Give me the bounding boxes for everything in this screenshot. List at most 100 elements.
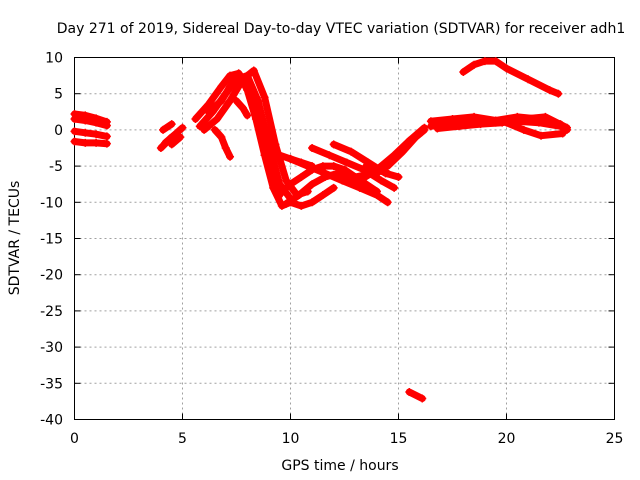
data-point-marker: [480, 57, 489, 66]
data-point-marker: [260, 93, 269, 102]
data-point-marker: [357, 175, 366, 184]
y-tick-label: 0: [54, 123, 63, 139]
data-point-marker: [308, 144, 317, 152]
data-point-marker: [81, 138, 90, 147]
data-point-marker: [273, 191, 282, 200]
data-point-marker: [342, 158, 351, 167]
series-line-s7: [159, 120, 176, 134]
data-point-marker: [254, 96, 263, 105]
data-point-marker: [405, 387, 414, 396]
data-point-marker: [372, 191, 381, 200]
series-line-s13: [211, 126, 234, 161]
x-tick-label: 25: [606, 431, 624, 447]
data-point-marker: [92, 130, 101, 139]
series-line-s8: [168, 133, 184, 148]
data-point-marker: [232, 96, 241, 105]
data-point-marker: [271, 140, 280, 149]
data-point-marker: [470, 112, 479, 121]
data-point-marker: [102, 139, 111, 148]
y-tick-label: -35: [40, 376, 63, 392]
data-point-marker: [167, 120, 176, 129]
data-point-marker: [519, 115, 528, 124]
data-point-marker: [321, 169, 330, 178]
y-tick-label: 5: [54, 87, 63, 103]
series-line-s30: [503, 119, 567, 140]
chart-title: Day 271 of 2019, Sidereal Day-to-day VTE…: [57, 21, 625, 37]
data-point-marker: [234, 69, 243, 78]
series-line-s24: [373, 124, 428, 177]
data-point-marker: [448, 115, 457, 124]
series-line-s31: [459, 57, 562, 98]
y-tick-label: -40: [40, 413, 63, 429]
series-line-s4: [71, 138, 111, 148]
data-point-marker: [217, 96, 226, 105]
y-tick-label: -20: [40, 268, 63, 284]
data-point-marker: [204, 107, 213, 116]
data-point-marker: [213, 115, 222, 124]
data-point-marker: [200, 125, 209, 134]
data-point-marker: [502, 64, 511, 73]
data-point-marker: [167, 140, 176, 149]
data-point-marker: [329, 183, 338, 192]
data-point-marker: [275, 151, 284, 160]
data-point-marker: [558, 129, 567, 138]
data-point-marker: [156, 144, 165, 152]
data-point-marker: [541, 112, 550, 121]
data-point-marker: [362, 162, 371, 171]
y-tick-label: 10: [45, 51, 63, 67]
data-point-marker: [161, 138, 170, 147]
series-line-s12: [204, 69, 284, 199]
data-point-marker: [217, 82, 226, 91]
data-point-marker: [102, 132, 111, 141]
data-point-marker: [491, 57, 500, 66]
data-point-marker: [297, 201, 306, 210]
data-point-marker: [81, 116, 90, 125]
x-tick-label: 5: [178, 431, 187, 447]
data-point-marker: [210, 125, 219, 134]
data-point-marker: [249, 66, 258, 75]
x-tick-label: 10: [282, 431, 300, 447]
y-tick-label: -5: [49, 159, 63, 175]
data-point-marker: [286, 180, 295, 189]
data-point-marker: [329, 162, 338, 171]
data-point-marker: [537, 131, 546, 140]
series-line-s11: [200, 67, 312, 199]
data-point-marker: [226, 152, 235, 161]
data-point-marker: [329, 140, 338, 149]
data-point-marker: [420, 123, 429, 132]
data-point-marker: [238, 104, 247, 113]
data-point-marker: [470, 60, 479, 69]
y-tick-label: -25: [40, 304, 63, 320]
data-point-marker: [254, 118, 263, 127]
data-point-marker: [217, 133, 226, 142]
x-tick-label: 15: [390, 431, 408, 447]
data-point-marker: [318, 191, 327, 200]
data-point-marker: [70, 127, 79, 136]
x-tick-label: 20: [498, 431, 516, 447]
data-point-marker: [286, 198, 295, 207]
axis-ticks: 0 5 10 15 20 25 10 5 0 -5 -10 -15 -20 -25 -30 -35 -40: [40, 51, 623, 448]
series-line-s3: [71, 127, 111, 140]
y-axis-label: SDTVAR / TECUs: [7, 181, 23, 296]
data-point-marker: [325, 151, 334, 160]
data-point-marker: [221, 144, 230, 152]
data-point-marker: [405, 136, 414, 145]
data-point-marker: [226, 71, 235, 80]
data-point-marker: [524, 75, 533, 84]
data-point-marker: [390, 154, 399, 163]
x-axis-label: GPS time / hours: [281, 458, 398, 474]
data-point-marker: [308, 162, 317, 171]
data-point-marker: [264, 162, 273, 171]
data-point-marker: [176, 133, 185, 142]
data-point-marker: [295, 191, 304, 200]
data-point-marker: [178, 123, 187, 132]
data-point-marker: [226, 82, 235, 91]
x-tick-label: 0: [70, 431, 79, 447]
data-point-marker: [308, 180, 317, 189]
y-tick-label: -30: [40, 340, 63, 356]
y-tick-label: -10: [40, 195, 63, 211]
data-point-marker: [297, 158, 306, 167]
data-point-marker: [308, 198, 317, 207]
series-line-s19: [308, 144, 398, 192]
